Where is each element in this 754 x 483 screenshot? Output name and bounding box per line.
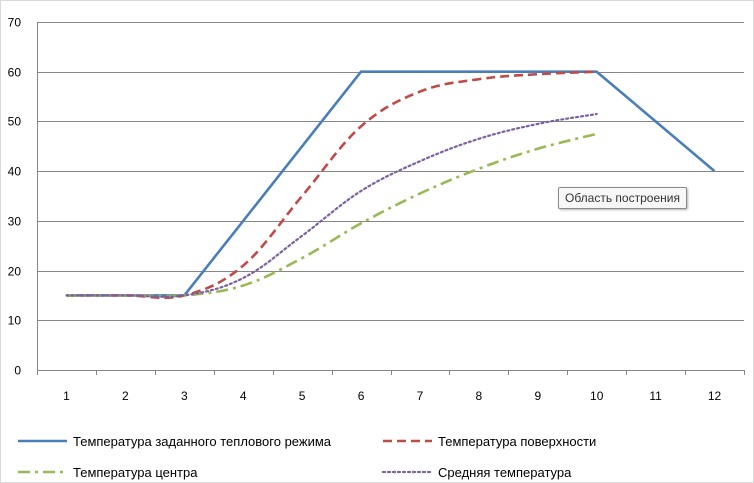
legend-label-4: Средняя температура (438, 465, 572, 480)
x-tick-label: 2 (122, 389, 129, 403)
x-axis: 1 2 3 4 5 6 7 8 9 10 11 12 (37, 370, 745, 403)
y-tick-label: 10 (8, 314, 22, 328)
legend-label-2: Температура поверхности (438, 434, 596, 449)
y-tick-label: 40 (8, 165, 22, 179)
y-tick-label: 50 (8, 115, 22, 129)
series-line-3 (66, 132, 598, 298)
legend: Температура заданного теплового режима Те… (18, 434, 596, 480)
x-tick-label: 8 (476, 389, 483, 403)
x-tick-label: 7 (417, 389, 424, 403)
x-tick-label: 9 (534, 389, 541, 403)
y-axis: 0 10 20 30 40 50 60 70 (8, 16, 22, 378)
series-line-2 (66, 70, 597, 300)
y-tick-label: 60 (8, 66, 22, 80)
x-tick-label: 10 (590, 389, 604, 403)
legend-label-1: Температура заданного теплового режима (73, 434, 332, 449)
x-tick-label: 4 (240, 389, 247, 403)
x-tick-label: 6 (358, 389, 365, 403)
x-tick-label: 1 (63, 389, 70, 403)
y-tick-label: 0 (14, 364, 21, 378)
x-tick-label: 5 (299, 389, 306, 403)
y-tick-label: 20 (8, 265, 22, 279)
y-tick-label: 70 (8, 16, 22, 30)
x-tick-label: 11 (649, 389, 662, 403)
y-tick-label: 30 (8, 215, 22, 229)
plot-area[interactable] (65, 70, 716, 300)
x-tick-label: 3 (181, 389, 188, 403)
legend-label-3: Температура центра (73, 465, 198, 480)
series-line-4 (65, 112, 598, 298)
plot-area-tooltip: Область построения (558, 187, 687, 209)
x-tick-label: 12 (708, 389, 722, 403)
